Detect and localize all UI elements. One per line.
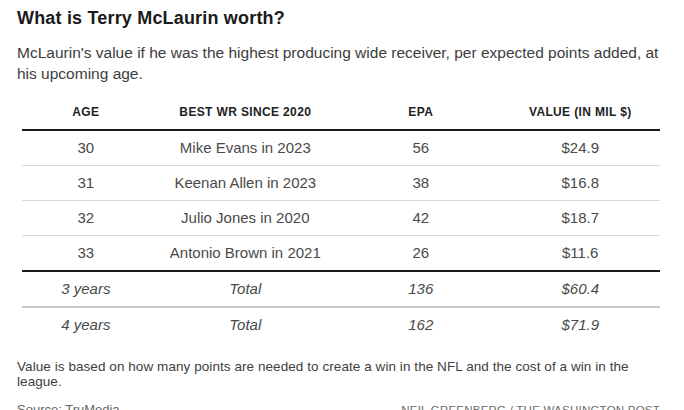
author-credit: NEIL GREENBERG / THE WASHINGTON POST: [401, 404, 660, 410]
value-cell: $16.8: [500, 166, 660, 201]
player-cell: Mike Evans in 2023: [150, 130, 341, 166]
age-cell: 30: [22, 130, 150, 166]
total-row-3-years: 3 years Total 136 $60.4: [22, 271, 660, 307]
column-header-epa: EPA: [341, 101, 501, 130]
value-cell: $11.6: [500, 236, 660, 272]
value-cell: $24.9: [500, 130, 660, 166]
graphic-subtitle: McLaurin's value if he was the highest p…: [17, 42, 660, 84]
byline-row: Source: TruMedia NEIL GREENBERG / THE WA…: [17, 402, 660, 410]
total-epa-cell: 136: [341, 271, 501, 307]
epa-cell: 42: [341, 201, 501, 236]
column-header-age: AGE: [22, 101, 150, 130]
article-graphic: What is Terry McLaurin worth? McLaurin's…: [0, 0, 684, 410]
table-row: 32 Julio Jones in 2020 42 $18.7: [22, 201, 660, 236]
epa-cell: 26: [341, 236, 501, 272]
table-header: AGE BEST WR SINCE 2020 EPA VALUE (IN MIL…: [22, 101, 660, 130]
column-header-best-wr: BEST WR SINCE 2020: [150, 101, 341, 130]
total-epa-cell: 162: [341, 307, 501, 342]
epa-cell: 38: [341, 166, 501, 201]
total-value-cell: $71.9: [500, 307, 660, 342]
table-row: 33 Antonio Brown in 2021 26 $11.6: [22, 236, 660, 272]
total-label-cell: Total: [150, 271, 341, 307]
total-span-cell: 4 years: [22, 307, 150, 342]
value-cell: $18.7: [500, 201, 660, 236]
table-row: 31 Keenan Allen in 2023 38 $16.8: [22, 166, 660, 201]
player-cell: Julio Jones in 2020: [150, 201, 341, 236]
total-label-cell: Total: [150, 307, 341, 342]
table-row: 30 Mike Evans in 2023 56 $24.9: [22, 130, 660, 166]
table-body: 30 Mike Evans in 2023 56 $24.9 31 Keenan…: [22, 130, 660, 342]
age-cell: 33: [22, 236, 150, 272]
epa-cell: 56: [341, 130, 501, 166]
table-header-row: AGE BEST WR SINCE 2020 EPA VALUE (IN MIL…: [22, 101, 660, 130]
methodology-note: Value is based on how many points are ne…: [17, 359, 660, 389]
source-credit: Source: TruMedia: [17, 402, 120, 410]
age-cell: 31: [22, 166, 150, 201]
age-cell: 32: [22, 201, 150, 236]
player-cell: Antonio Brown in 2021: [150, 236, 341, 272]
column-header-value: VALUE (IN MIL $): [500, 101, 660, 130]
player-cell: Keenan Allen in 2023: [150, 166, 341, 201]
total-value-cell: $60.4: [500, 271, 660, 307]
total-row-4-years: 4 years Total 162 $71.9: [22, 307, 660, 342]
page-title: What is Terry McLaurin worth?: [17, 8, 660, 29]
wr-value-table: AGE BEST WR SINCE 2020 EPA VALUE (IN MIL…: [22, 101, 660, 342]
total-span-cell: 3 years: [22, 271, 150, 307]
